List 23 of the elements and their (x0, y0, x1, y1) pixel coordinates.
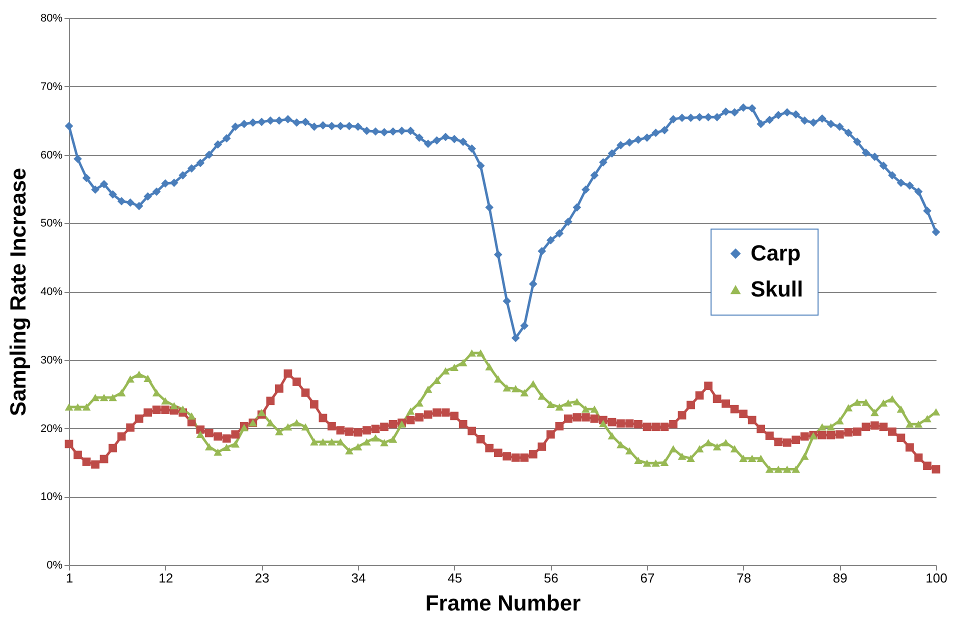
x-tick-label: 12 (158, 570, 174, 586)
x-tick-label: 23 (254, 570, 270, 586)
x-tick-label: 100 (926, 570, 948, 586)
x-tick-label: 78 (736, 570, 752, 586)
y-tick-label: 0% (46, 560, 63, 572)
y-tick-label: 60% (40, 149, 63, 162)
y-tick-label: 70% (40, 80, 63, 93)
x-tick-label: 56 (544, 570, 558, 586)
x-tick-label: 1 (66, 570, 74, 586)
y-tick-label: 50% (40, 218, 63, 230)
y-tick-label: 20% (40, 422, 63, 435)
x-axis-title: Frame Number (425, 590, 582, 616)
x-tick-label: 45 (448, 570, 462, 586)
legend-label: Carp (750, 240, 801, 266)
y-tick-label: 10% (40, 491, 63, 504)
x-tick-label: 89 (832, 570, 848, 586)
legend-label: Skull (750, 276, 804, 302)
y-tick-label: 40% (40, 286, 63, 298)
y-tick-label: 80% (40, 12, 63, 24)
x-tick-label: 67 (640, 570, 655, 586)
y-tick-label: 30% (40, 354, 63, 366)
x-tick-label: 34 (351, 570, 366, 586)
y-axis-title: Sampling Rate Increase (5, 168, 30, 416)
